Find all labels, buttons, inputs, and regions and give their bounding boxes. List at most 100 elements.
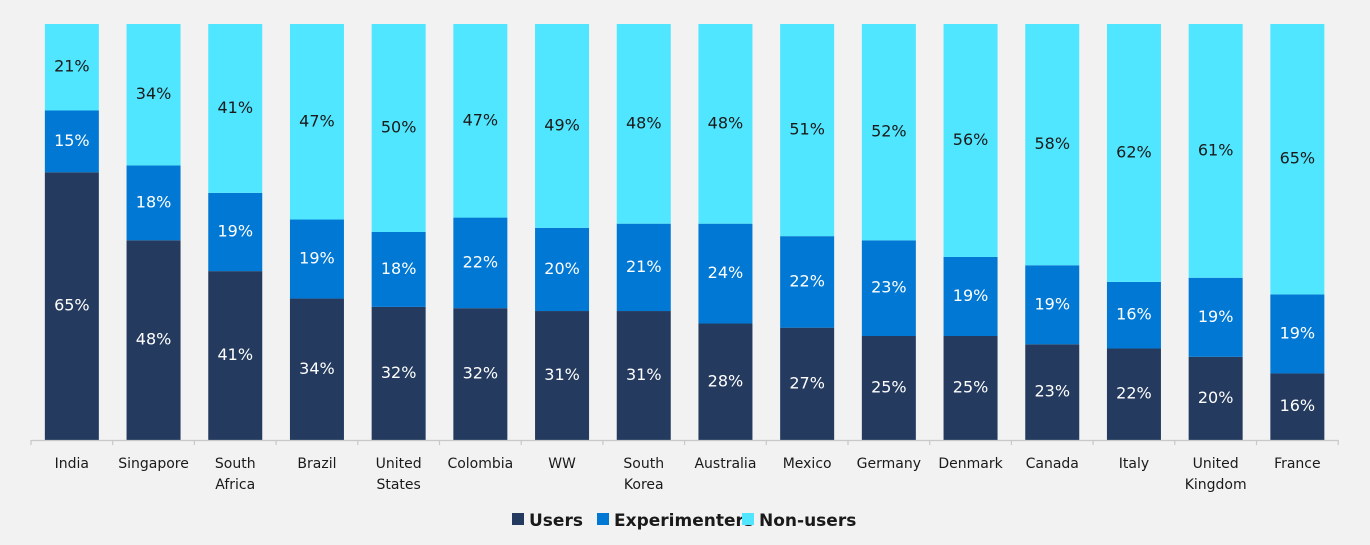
data-label: 18%: [381, 259, 417, 278]
category-label: South: [215, 456, 256, 472]
bar-segment-non-users: [371, 24, 426, 232]
category-label: India: [55, 456, 89, 472]
category-label: Canada: [1026, 456, 1079, 472]
data-label: 49%: [544, 115, 580, 134]
bar-segment-experimenters: [780, 236, 835, 328]
legend-label: Users: [529, 511, 583, 531]
bar-group: 31% 21% 48%: [616, 24, 671, 440]
legend-item: Non-users: [742, 511, 856, 531]
data-label: 18%: [136, 192, 172, 211]
bar-segment-users: [1106, 348, 1161, 440]
category-label: Australia: [694, 456, 756, 472]
legend-label: Non-users: [759, 511, 856, 531]
data-label: 32%: [381, 363, 417, 382]
bar-segment-users: [371, 306, 426, 440]
bar-segment-experimenters: [1106, 281, 1161, 349]
category-label: United: [376, 456, 422, 472]
category-label: WW: [548, 456, 576, 472]
data-label: 48%: [136, 330, 172, 349]
data-label: 15%: [54, 131, 90, 150]
bar-group: 16% 19% 65%: [1270, 24, 1325, 440]
data-label: 23%: [871, 278, 907, 297]
bar-group: 22% 16% 62%: [1106, 24, 1161, 440]
bar-segment-experimenters: [453, 217, 508, 309]
data-label: 41%: [217, 98, 253, 117]
bar-segment-non-users: [453, 24, 508, 218]
bar-segment-non-users: [1270, 24, 1325, 295]
category-label: Korea: [624, 477, 664, 493]
data-label: 47%: [463, 110, 499, 129]
bars-layer: 65% 15% 21% 48% 18% 34% 41% 19% 41% 34% 19% 47% 32% 1…: [44, 24, 1325, 440]
category-label: Africa: [215, 477, 255, 493]
bar-segment-users: [616, 311, 671, 440]
data-label: 31%: [544, 365, 580, 384]
category-label: Kingdom: [1185, 477, 1247, 493]
category-label: Singapore: [118, 456, 189, 472]
bar-segment-experimenters: [943, 256, 998, 336]
bar-segment-users: [1188, 356, 1243, 440]
bar-segment-non-users: [1106, 24, 1161, 282]
data-label: 52%: [871, 122, 907, 141]
data-label: 56%: [953, 130, 989, 149]
data-label: 34%: [299, 359, 335, 378]
data-label: 50%: [381, 118, 417, 137]
bar-segment-non-users: [698, 24, 753, 224]
bar-segment-non-users: [1188, 24, 1243, 278]
data-label: 16%: [1280, 396, 1316, 415]
data-label: 19%: [217, 222, 253, 241]
data-label: 19%: [299, 249, 335, 268]
category-label: South: [623, 456, 664, 472]
bar-segment-experimenters: [535, 227, 590, 312]
data-label: 19%: [1280, 323, 1316, 342]
legend-label: Experimenters: [614, 511, 754, 531]
bar-segment-non-users: [943, 24, 998, 257]
legend-item: Experimenters: [597, 511, 754, 531]
bar-group: 34% 19% 47%: [289, 24, 344, 440]
bar-segment-non-users: [44, 24, 99, 111]
bar-segment-users: [698, 323, 753, 440]
data-label: 20%: [1198, 388, 1234, 407]
category-label: Germany: [857, 456, 921, 472]
bar-group: 25% 23% 52%: [861, 24, 916, 440]
bar-segment-users: [208, 271, 263, 440]
data-label: 21%: [54, 57, 90, 76]
data-label: 32%: [463, 364, 499, 383]
category-label: Brazil: [297, 456, 336, 472]
bar-group: 23% 19% 58%: [1025, 24, 1080, 440]
bar-segment-users: [861, 336, 916, 440]
data-label: 34%: [136, 84, 172, 103]
data-label: 61%: [1198, 140, 1234, 159]
bar-segment-non-users: [289, 24, 344, 220]
bar-segment-users: [289, 298, 344, 440]
legend-swatch: [597, 513, 609, 525]
category-label: Italy: [1119, 456, 1149, 472]
bar-segment-non-users: [616, 24, 671, 224]
bar-group: 20% 19% 61%: [1188, 24, 1243, 440]
bar-segment-experimenters: [44, 110, 99, 173]
data-label: 23%: [1034, 382, 1070, 401]
bar-segment-experimenters: [1025, 265, 1080, 345]
data-label: 19%: [1198, 307, 1234, 326]
bar-segment-users: [1270, 373, 1325, 440]
category-label: Mexico: [783, 456, 832, 472]
data-label: 22%: [463, 252, 499, 271]
bar-segment-users: [780, 327, 835, 440]
category-label: France: [1274, 456, 1321, 472]
bar-group: 65% 15% 21%: [44, 24, 99, 440]
data-label: 47%: [299, 111, 335, 130]
data-label: 65%: [54, 296, 90, 315]
bar-group: 28% 24% 48%: [698, 24, 753, 440]
legend-swatch: [742, 513, 754, 525]
bar-segment-users: [943, 336, 998, 440]
bar-segment-users: [1025, 344, 1080, 440]
bar-segment-non-users: [861, 24, 916, 241]
data-label: 19%: [1034, 294, 1070, 313]
category-label: States: [376, 477, 420, 493]
bar-segment-experimenters: [1188, 277, 1243, 357]
bar-segment-non-users: [1025, 24, 1080, 266]
bar-segment-non-users: [208, 24, 263, 193]
data-label: 16%: [1116, 305, 1152, 324]
data-label: 22%: [789, 271, 825, 290]
bar-segment-experimenters: [861, 240, 916, 336]
